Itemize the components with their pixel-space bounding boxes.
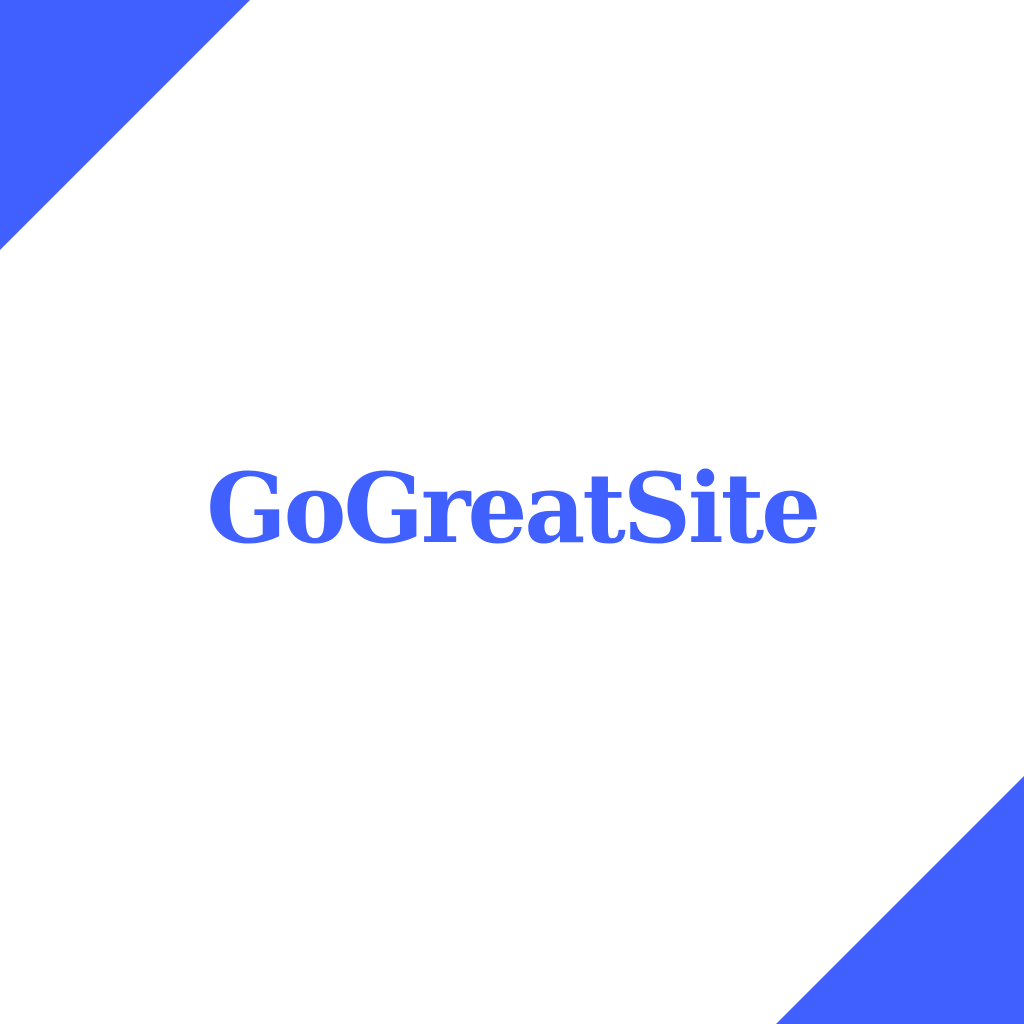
bottom-right-triangle — [776, 776, 1024, 1024]
brand-wordmark: GoGreatSite — [206, 452, 821, 565]
top-left-triangle — [0, 0, 250, 250]
